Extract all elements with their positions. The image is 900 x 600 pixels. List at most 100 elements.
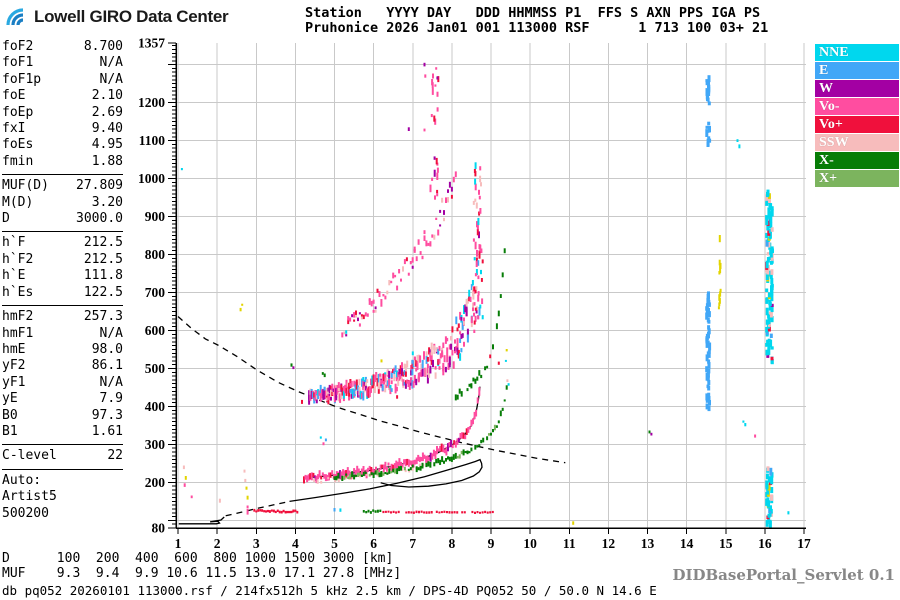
param-label: fmin [2,153,34,169]
param-row: h`F 212.5 [2,235,123,251]
param-value: 1.88 [91,153,123,169]
legend-item-e: E [815,62,899,79]
param-row: yE 7.9 [2,391,123,407]
param-row: C-level 22 [2,448,123,464]
svg-text:600: 600 [145,323,166,338]
svg-text:11: 11 [563,536,576,551]
param-value: 97.3 [91,407,123,423]
param-label: yE [2,391,18,407]
echo-direction-legend: NNE E W Vo- Vo+ SSW X- X+ [815,44,899,188]
svg-text:700: 700 [145,285,166,300]
giro-logo-icon [6,8,24,26]
svg-text:7: 7 [409,536,416,551]
svg-text:1357: 1357 [138,35,165,50]
param-value: 3000.0 [76,211,123,227]
svg-text:14: 14 [680,536,694,551]
param-label: h`F2 [2,251,34,267]
param-label: h`E [2,268,26,284]
param-value: 86.1 [91,358,123,374]
svg-text:1000: 1000 [138,171,165,186]
svg-text:12: 12 [602,536,616,551]
legend-item-vo-: Vo- [815,98,899,115]
divider [2,305,123,307]
svg-text:800: 800 [145,247,166,262]
param-label: MUF(D) [2,178,49,194]
param-label: foF1 [2,55,34,71]
param-value: 3.20 [91,194,123,210]
legend-item-x-: X- [815,152,899,169]
svg-text:9: 9 [488,536,495,551]
svg-text:300: 300 [145,437,166,452]
param-value: 212.5 [83,235,123,251]
svg-text:17: 17 [797,536,811,551]
station-header: Station YYYY DAY DDD HHMMSS P1 FFS S AXN… [305,6,768,36]
svg-text:4: 4 [292,536,299,551]
param-value: 4.95 [91,137,123,153]
param-label: h`Es [2,284,34,300]
param-value: 111.8 [83,268,123,284]
param-row: h`F2 212.5 [2,252,123,268]
param-label: h`F [2,235,26,251]
param-value: 2.69 [91,104,123,120]
muf-table: D 100 200 400 600 800 1000 1500 3000 [km… [2,551,402,581]
svg-text:900: 900 [145,209,166,224]
brand-title: Lowell GIRO Data Center [34,7,229,26]
param-value: N/A [99,374,123,390]
legend-item-x+: X+ [815,170,899,187]
svg-text:6: 6 [370,536,377,551]
param-label: foF1p [2,71,42,87]
param-row: MUF(D) 27.809 [2,178,123,194]
svg-text:1200: 1200 [138,95,165,110]
param-value: 257.3 [83,309,123,325]
station-header-line1: Station YYYY DAY DDD HHMMSS P1 FFS S AXN… [305,5,761,21]
param-row: foF1p N/A [2,72,123,88]
param-label: B1 [2,423,18,439]
divider [2,468,123,470]
param-row: B1 1.61 [2,424,123,440]
param-value: 9.40 [91,121,123,137]
svg-text:3: 3 [253,536,260,551]
param-row: foE 2.10 [2,88,123,104]
svg-text:1100: 1100 [139,133,166,148]
legend-item-w: W [815,80,899,97]
param-row: fxI 9.40 [2,121,123,137]
svg-text:200: 200 [145,475,166,490]
param-row: hmF1 N/A [2,326,123,342]
legend-item-vo+: Vo+ [815,116,899,133]
param-label: hmF1 [2,325,34,341]
svg-text:15: 15 [719,536,733,551]
param-value: 122.5 [83,284,123,300]
param-row: h`E 111.8 [2,268,123,284]
param-row: fmin 1.88 [2,154,123,170]
param-value: 1.61 [91,423,123,439]
param-label: hmF2 [2,309,34,325]
param-value: 22 [107,448,123,464]
svg-text:5: 5 [331,536,338,551]
param-label: foE [2,88,26,104]
giro-brand: Lowell GIRO Data Center [6,5,229,29]
divider [2,444,123,446]
param-row: yF2 86.1 [2,358,123,374]
param-row: foEs 4.95 [2,137,123,153]
svg-text:13: 13 [641,536,655,551]
legend-item-ssw: SSW [815,134,899,151]
param-value: N/A [99,325,123,341]
svg-text:10: 10 [523,536,537,551]
param-label: M(D) [2,194,34,210]
param-row: D 3000.0 [2,211,123,227]
param-value: 2.10 [91,88,123,104]
param-value: 7.9 [99,391,123,407]
auto-scaler-line: Auto: [2,472,42,488]
param-row: foEp 2.69 [2,105,123,121]
station-header-line2: Pruhonice 2026 Jan01 001 113000 RSF 1 71… [305,20,769,36]
param-label: C-level [2,448,57,464]
param-row: h`Es 122.5 [2,285,123,301]
auto-scaler-line: 500200 [2,505,49,521]
param-row: foF2 8.700 [2,39,123,55]
svg-text:1: 1 [175,536,182,551]
param-row: hmE 98.0 [2,342,123,358]
param-row: yF1 N/A [2,375,123,391]
divider [2,231,123,233]
legend-item-nne: NNE [815,44,899,61]
